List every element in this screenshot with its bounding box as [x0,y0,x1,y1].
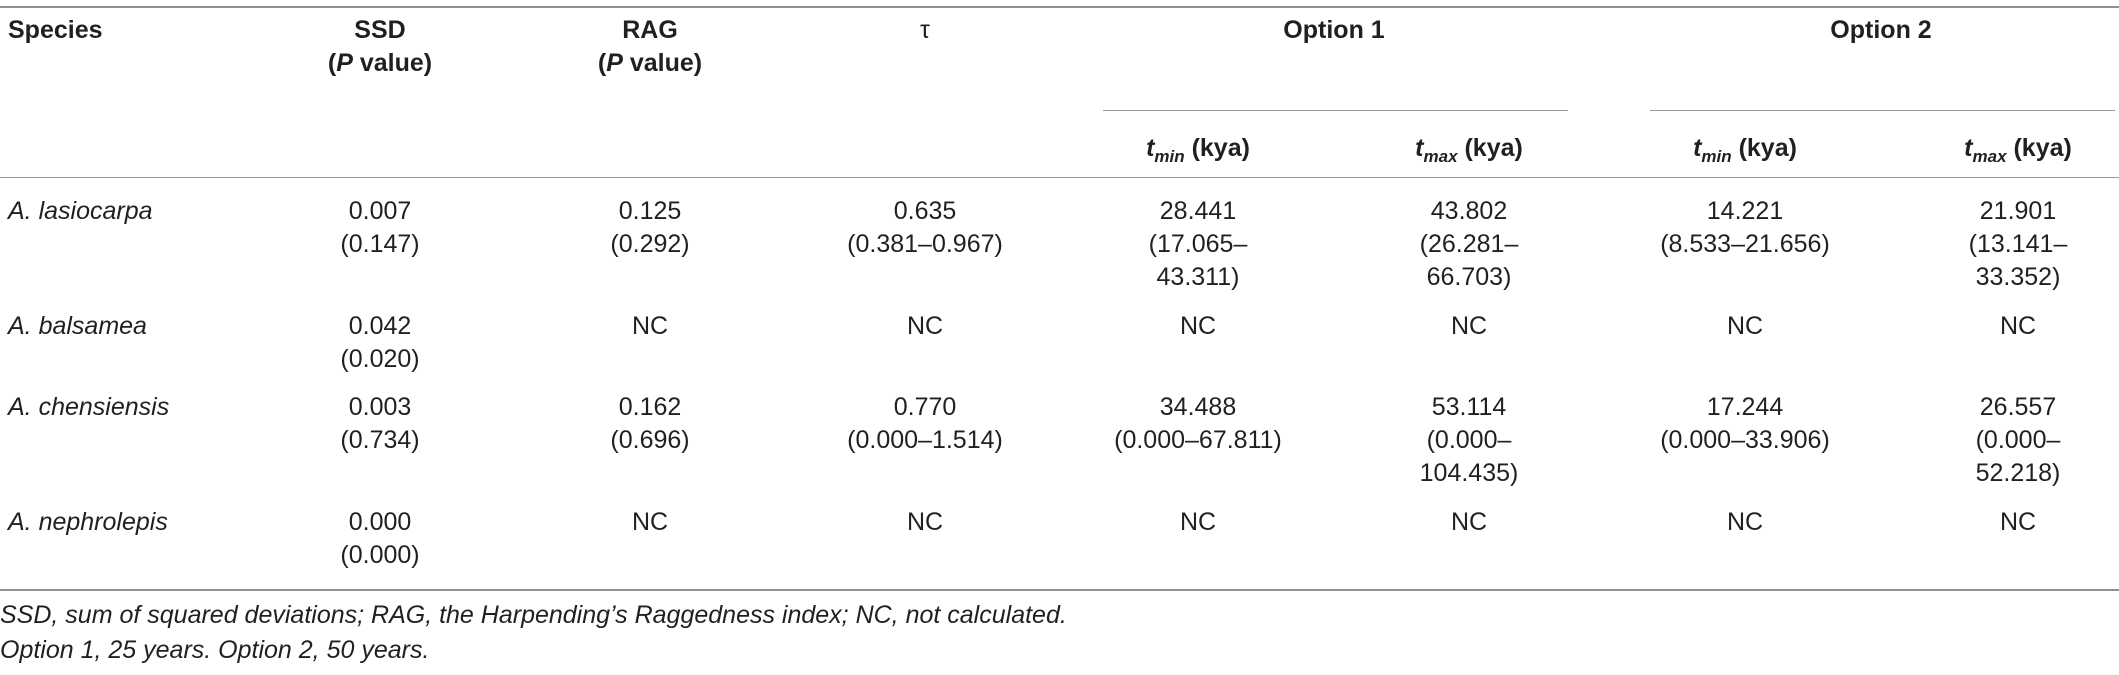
option1-underline [1103,110,1568,111]
table-cell-tau: NC [906,312,944,340]
header-o2-tmin: tmin (kya) [1693,134,1797,166]
table-top-rule [0,6,2119,8]
table-cell-o2-tmax: 21.901 (13.141– 33.352) [1968,197,2068,291]
header-ssd-label: SSD [354,16,406,44]
table-cell-ssd: 0.003 (0.734) [340,393,420,454]
footnote-options: Option 1, 25 years. Option 2, 50 years. [0,636,430,664]
table-cell-o1-tmin: NC [1179,508,1217,536]
table-cell-rag: NC [631,508,669,536]
table-cell-o1-tmax: 53.114 (0.000– 104.435) [1419,393,1519,487]
header-tau: τ [920,16,930,44]
table-cell-tau: NC [906,508,944,536]
table-row-species: A. balsamea [8,312,147,340]
table-cell-tau: 0.635 (0.381–0.967) [847,197,1003,258]
table-cell-o2-tmax: 26.557 (0.000–52.218) [1975,393,2061,487]
header-o1-tmax: tmax (kya) [1415,134,1523,166]
table-cell-o1-tmin: NC [1179,312,1217,340]
header-bottom-rule [0,177,2119,178]
table-cell-o1-tmax: NC [1450,508,1488,536]
table-row-species: A. lasiocarpa [8,197,153,225]
table-cell-rag: NC [631,312,669,340]
table-cell-o2-tmax: NC [1999,508,2037,536]
header-ssd: SSD (P value) [328,14,432,80]
option2-underline [1650,110,2115,111]
table-cell-tau: 0.770 (0.000–1.514) [847,393,1003,454]
header-species: Species [8,16,103,44]
table-cell-o1-tmin: 28.441 (17.065– 43.311) [1148,197,1248,291]
table-cell-ssd: 0.007 (0.147) [340,197,420,258]
table-cell-ssd: 0.042 (0.020) [340,312,420,373]
table-cell-o1-tmax: 43.802 (26.281– 66.703) [1419,197,1519,291]
header-rag: RAG (P value) [598,14,702,80]
header-o1-tmin: tmin (kya) [1146,134,1250,166]
table-cell-o2-tmin: 17.244 (0.000–33.906) [1660,393,1830,454]
table-cell-o1-tmax: NC [1450,312,1488,340]
table-cell-o2-tmin: 14.221 (8.533–21.656) [1660,197,1830,258]
footnote-abbreviations: SSD, sum of squared deviations; RAG, the… [0,601,1067,629]
header-ssd-pvalue: (P value) [327,49,433,77]
header-rag-label: RAG [622,16,678,44]
table-cell-rag: 0.162 (0.696) [610,393,690,454]
table-cell-rag: 0.125 (0.292) [610,197,690,258]
table-row-species: A. nephrolepis [8,508,168,536]
header-option1: Option 1 [1283,16,1385,44]
table-cell-o2-tmin: NC [1726,508,1764,536]
table-cell-o2-tmax: NC [1999,312,2037,340]
table-cell-ssd: 0.000 (0.000) [340,508,420,569]
header-option2: Option 2 [1830,16,1932,44]
table-bottom-rule [0,589,2119,591]
header-rag-pvalue: (P value) [597,49,703,77]
header-o2-tmax: tmax (kya) [1964,134,2072,166]
table-row-species: A. chensiensis [8,393,170,421]
table-cell-o2-tmin: NC [1726,312,1764,340]
table-cell-o1-tmin: 34.488 (0.000–67.811) [1114,393,1282,454]
